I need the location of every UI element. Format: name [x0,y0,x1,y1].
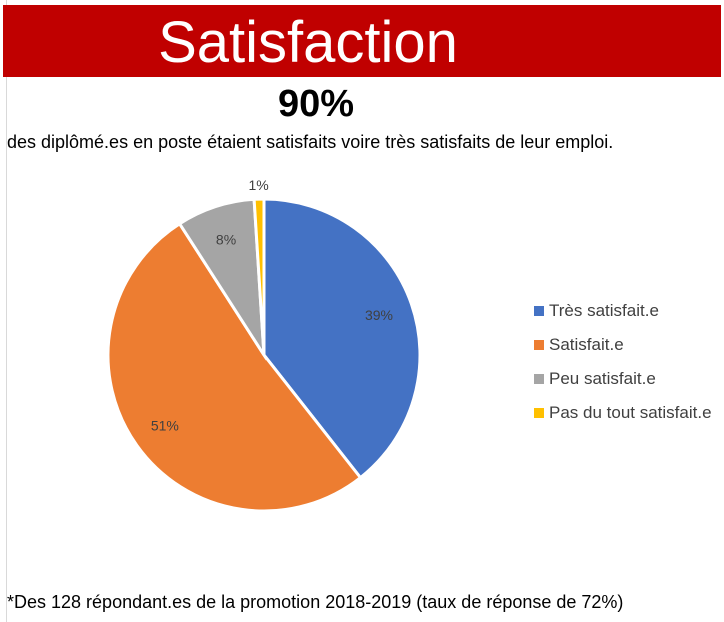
title-banner: Satisfaction [3,5,721,77]
legend-swatch [534,374,544,384]
pie-slice-1 [106,221,363,513]
pie-data-label-0: 39% [365,307,393,323]
legend-item-0: Très satisfait.e [534,294,712,328]
headline-percentage: 90% [277,83,355,125]
legend-label: Très satisfait.e [549,301,659,320]
pie-data-label-1: 51% [151,418,179,434]
chart-legend: Très satisfait.e Satisfait.e Peu satisfait… [534,294,712,430]
footnote: *Des 128 répondant.es de la promotion 20… [7,592,624,612]
pie-slice-3 [252,197,266,356]
legend-item-2: Peu satisfait.e [534,362,712,396]
sheet-grid-edge [0,0,7,622]
subtitle-text: des diplômé.es en poste étaient satisfai… [7,132,614,152]
legend-swatch [534,340,544,350]
legend-swatch [534,306,544,316]
pie-data-label-2: 8% [216,231,236,247]
pie-slice-0 [262,197,422,480]
legend-swatch [534,408,544,418]
legend-item-3: Pas du tout satisfait.e [534,396,712,430]
pie-chart: 39% 51% 8% 1% [106,177,422,513]
page-title: Satisfaction [158,10,458,75]
legend-item-1: Satisfait.e [534,328,712,362]
legend-label: Pas du tout satisfait.e [549,403,712,422]
pie-data-label-3: 1% [248,177,268,193]
legend-label: Peu satisfait.e [549,369,656,388]
legend-label: Satisfait.e [549,335,624,354]
